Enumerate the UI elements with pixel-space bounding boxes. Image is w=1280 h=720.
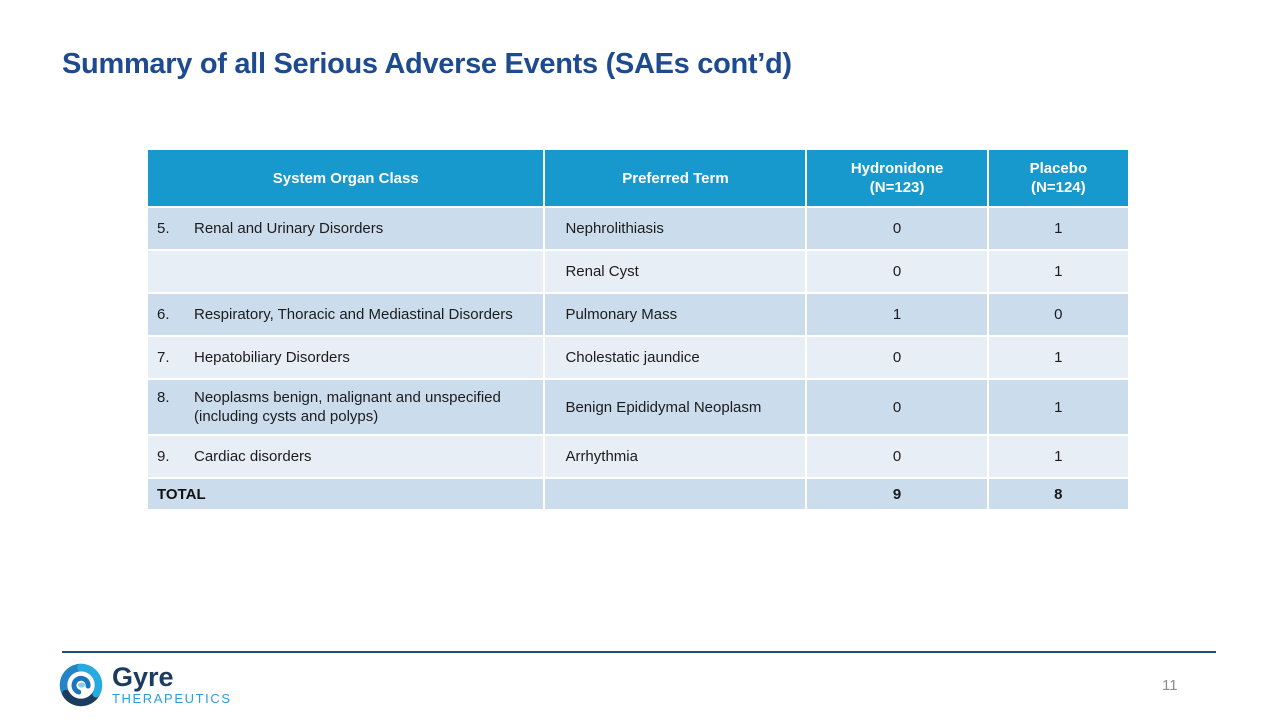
soc-number: 7. <box>157 349 170 366</box>
soc-wrap: 8. Neoplasms benign, malignant and unspec… <box>148 388 543 426</box>
soc-number: 9. <box>157 448 170 465</box>
total-hydronidone-cell: 9 <box>807 479 987 509</box>
soc-cell: 6. Respiratory, Thoracic and Mediastinal … <box>148 294 544 335</box>
table-row: 7. Hepatobiliary Disorders Cholestatic jau… <box>148 337 1128 378</box>
table-row: 6. Respiratory, Thoracic and Mediastinal … <box>148 294 1128 335</box>
company-logo: Gyre THERAPEUTICS <box>57 661 232 709</box>
header-label-line2: (N=124) <box>1031 179 1086 196</box>
hydronidone-count-cell: 1 <box>807 294 987 335</box>
table-row: 9. Cardiac disorders Arrhythmia 0 1 <box>148 436 1128 477</box>
header-label: Preferred Term <box>622 169 729 187</box>
table-header-row: System Organ Class Preferred Term Hydron… <box>148 150 1128 206</box>
hydronidone-count-cell: 0 <box>807 337 987 378</box>
soc-cell: 9. Cardiac disorders <box>148 436 544 477</box>
sae-table-container: System Organ Class Preferred Term Hydron… <box>146 148 1130 511</box>
total-placebo-cell: 8 <box>988 479 1128 509</box>
placebo-count-cell: 0 <box>988 294 1128 335</box>
preferred-term-cell: Cholestatic jaundice <box>545 337 806 378</box>
table-row: Renal Cyst 0 1 <box>148 251 1128 292</box>
soc-cell: 5. Renal and Urinary Disorders <box>148 208 544 249</box>
soc-number: 5. <box>157 220 170 237</box>
page-number: 11 <box>1162 677 1178 694</box>
hydronidone-count-cell: 0 <box>807 251 987 292</box>
soc-wrap: 7. Hepatobiliary Disorders <box>148 348 543 367</box>
preferred-term-cell: Pulmonary Mass <box>545 294 806 335</box>
soc-text: Neoplasms benign, malignant and unspecif… <box>194 389 501 425</box>
preferred-term-cell: Benign Epididymal Neoplasm <box>545 380 806 434</box>
placebo-count-cell: 1 <box>988 208 1128 249</box>
total-term-cell <box>545 479 806 509</box>
soc-wrap: 9. Cardiac disorders <box>148 447 543 466</box>
hydronidone-count-cell: 0 <box>807 380 987 434</box>
soc-text: Renal and Urinary Disorders <box>194 220 384 237</box>
placebo-count-cell: 1 <box>988 337 1128 378</box>
table-body: 5. Renal and Urinary Disorders Nephrolithi… <box>148 208 1128 509</box>
soc-number: 6. <box>157 306 170 323</box>
total-label-cell: TOTAL <box>148 479 544 509</box>
gyre-swirl-icon <box>57 661 105 709</box>
soc-cell: 8. Neoplasms benign, malignant and unspec… <box>148 380 544 434</box>
table-row: 5. Renal and Urinary Disorders Nephrolithi… <box>148 208 1128 249</box>
table-total-row: TOTAL 9 8 <box>148 479 1128 509</box>
sae-table: System Organ Class Preferred Term Hydron… <box>146 148 1130 511</box>
placebo-count-cell: 1 <box>988 436 1128 477</box>
soc-text: Hepatobiliary Disorders <box>194 349 350 366</box>
soc-wrap: 5. Renal and Urinary Disorders <box>148 219 543 238</box>
table-row: 8. Neoplasms benign, malignant and unspec… <box>148 380 1128 434</box>
preferred-term-cell: Arrhythmia <box>545 436 806 477</box>
preferred-term-cell: Renal Cyst <box>545 251 806 292</box>
header-system-organ-class: System Organ Class <box>148 150 544 206</box>
header-preferred-term: Preferred Term <box>545 150 806 206</box>
logo-company-subtitle: THERAPEUTICS <box>112 690 232 706</box>
header-hydronidone: Hydronidone (N=123) <box>807 150 987 206</box>
header-label: System Organ Class <box>272 169 419 187</box>
hydronidone-count-cell: 0 <box>807 208 987 249</box>
soc-number: 8. <box>157 389 170 406</box>
logo-text: Gyre THERAPEUTICS <box>112 661 232 707</box>
placebo-count-cell: 1 <box>988 251 1128 292</box>
logo-company-name: Gyre <box>112 661 174 692</box>
header-label: Placebo <box>1029 160 1088 177</box>
header-label: Hydronidone <box>850 160 944 177</box>
placebo-count-cell: 1 <box>988 380 1128 434</box>
soc-text: Respiratory, Thoracic and Mediastinal Di… <box>194 306 513 323</box>
footer-divider <box>62 651 1216 653</box>
soc-cell <box>148 251 544 292</box>
header-placebo: Placebo (N=124) <box>988 150 1128 206</box>
soc-cell: 7. Hepatobiliary Disorders <box>148 337 544 378</box>
soc-wrap: 6. Respiratory, Thoracic and Mediastinal … <box>148 305 543 324</box>
hydronidone-count-cell: 0 <box>807 436 987 477</box>
soc-text: Cardiac disorders <box>194 448 312 465</box>
header-label-line2: (N=123) <box>869 179 925 196</box>
page-title: Summary of all Serious Adverse Events (S… <box>62 48 792 80</box>
preferred-term-cell: Nephrolithiasis <box>545 208 806 249</box>
